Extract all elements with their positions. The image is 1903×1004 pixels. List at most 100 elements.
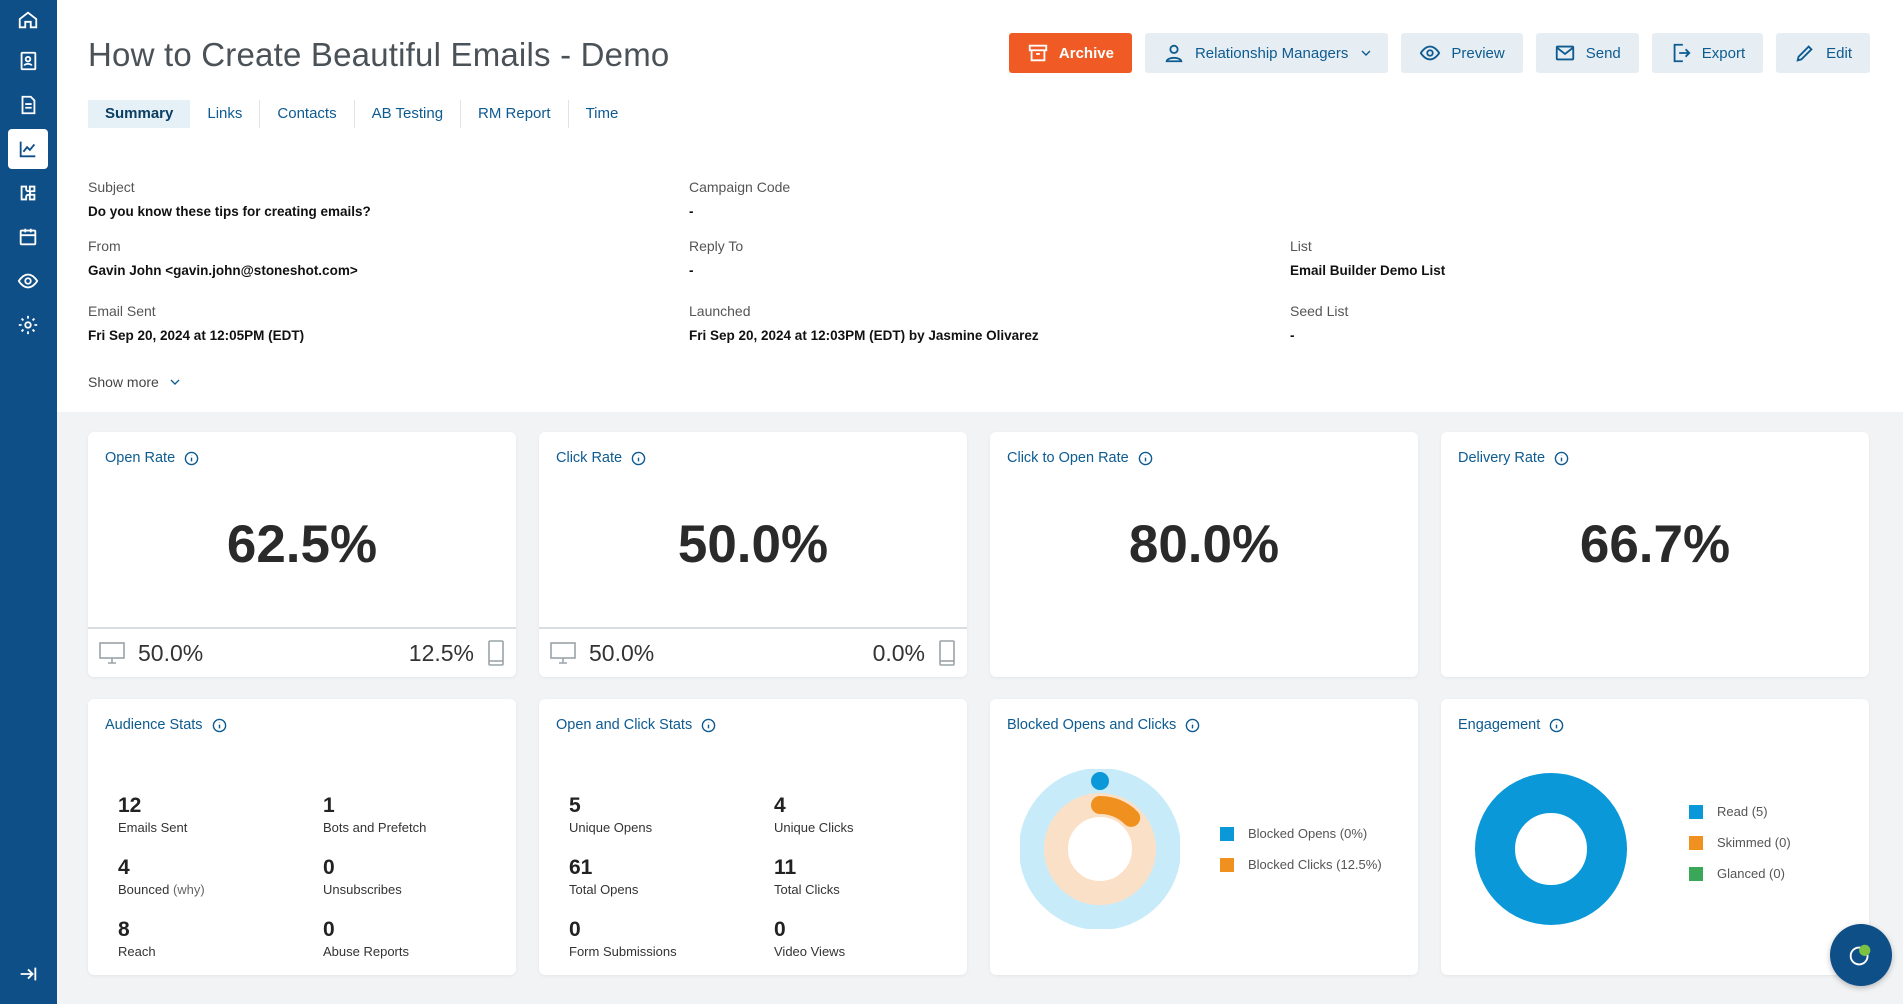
audience-stats-grid: 12 Emails Sent 1 Bots and Prefetch 4 Bounce… [118,794,493,960]
legend-swatch [1689,804,1703,819]
show-more-label: Show more [88,374,159,390]
launched-field: Launched Fri Sep 20, 2024 at 12:03PM (ED… [689,303,1039,343]
stat-total-clicks: 11 Total Clicks [774,857,944,898]
open-rate-card: Open Rate 62.5% 50.0% 12.5% [88,432,516,677]
engagement-title: Engagement [1458,717,1564,733]
info-icon[interactable] [184,451,199,466]
archive-button[interactable]: Archive [1008,33,1132,73]
stat-video-views: 0 Video Views [774,919,944,960]
reply-to-value: - [689,263,694,278]
subject-value: Do you know these tips for creating emai… [88,204,371,219]
analytics-icon[interactable] [8,129,48,169]
audience-stats-title: Audience Stats [105,717,227,733]
blocked-radial-chart [1020,769,1180,929]
legend-item-blocked-clicks: Blocked Clicks (12.5%) [1220,857,1382,872]
archive-button-label: Archive [1058,44,1114,62]
blocked-opens-clicks-card: Blocked Opens and Clicks Blocked Opens (… [990,699,1418,975]
relationship-managers-dropdown[interactable]: Relationship Managers [1144,33,1389,73]
click-rate-title: Click Rate [556,450,646,466]
stat-number: 4 [774,794,786,817]
tab-links[interactable]: Links [190,100,261,128]
stat-label: Reach [118,944,156,959]
stat-bounced: 4 Bounced (why) [118,856,323,898]
eye-icon[interactable] [8,261,48,301]
tab-summary[interactable]: Summary [88,100,191,128]
list-label: List [1290,238,1312,254]
click-to-open-rate-card: Click to Open Rate 80.0% [990,432,1418,677]
stat-number: 1 [323,794,335,817]
export-button[interactable]: Export [1651,33,1764,73]
legend-item-read: Read (5) [1689,804,1791,819]
info-icon[interactable] [1554,451,1569,466]
audience-stats-card: Audience Stats 12 Emails Sent 1 Bots and P… [88,699,516,975]
stat-label: Total Opens [569,882,639,897]
info-icon[interactable] [1549,718,1564,733]
blocked-clicks-arc [1047,796,1153,902]
send-button[interactable]: Send [1535,33,1639,73]
stat-number: 0 [569,918,581,941]
stat-label: Form Submissions [569,944,677,959]
settings-gear-icon[interactable] [8,305,48,345]
show-more-toggle[interactable]: Show more [88,374,183,390]
list-field: List Email Builder Demo List [1290,238,1445,278]
edit-button[interactable]: Edit [1776,33,1870,73]
edit-button-label: Edit [1826,44,1852,62]
archive-icon [1028,44,1048,62]
stat-abuse-reports: 0 Abuse Reports [323,918,493,960]
stat-unsubscribes: 0 Unsubscribes [323,857,493,898]
info-icon[interactable] [631,451,646,466]
info-icon[interactable] [1138,451,1153,466]
collapse-sidebar-icon[interactable] [8,954,48,994]
reply-to-label: Reply To [689,238,744,254]
pencil-icon [1796,45,1813,62]
stat-bots-prefetch: 1 Bots and Prefetch [323,794,493,836]
info-icon[interactable] [212,718,227,733]
audience-stats-title-text: Audience Stats [105,717,203,733]
email-sent-label: Email Sent [88,303,156,319]
click-to-open-title-text: Click to Open Rate [1007,450,1129,466]
seed-list-value: - [1290,328,1295,343]
campaign-code-value: - [689,204,694,219]
relationship-managers-label: Relationship Managers [1194,44,1349,62]
home-icon[interactable] [8,0,48,40]
preview-button[interactable]: Preview [1401,33,1523,73]
tab-contacts[interactable]: Contacts [260,100,355,128]
integrations-icon[interactable] [8,173,48,213]
stat-label: Total Clicks [774,882,840,897]
document-icon[interactable] [8,85,48,125]
open-click-stats-title: Open and Click Stats [556,717,716,733]
tab-time[interactable]: Time [585,105,619,122]
stat-emails-sent: 12 Emails Sent [118,794,323,836]
contacts-icon[interactable] [8,41,48,81]
legend-swatch [1220,857,1234,872]
from-value: Gavin John <gavin.john@stoneshot.com> [88,263,358,278]
preview-button-label: Preview [1451,44,1505,62]
stat-number: 0 [323,918,335,941]
stat-number: 4 [118,856,130,879]
subject-field: Subject Do you know these tips for creat… [88,179,371,219]
open-rate-title: Open Rate [105,450,199,466]
email-sent-field: Email Sent Fri Sep 20, 2024 at 12:05PM (… [88,303,304,343]
tab-rm-report[interactable]: RM Report [461,100,569,128]
bounced-why-link[interactable]: (why) [172,882,205,897]
stat-label: Emails Sent [118,820,188,835]
open-rate-value: 62.5% [226,515,378,574]
campaign-code-field: Campaign Code - [689,179,790,219]
info-icon[interactable] [1185,718,1200,733]
help-chat-button[interactable] [1830,924,1892,986]
stat-number: 12 [118,794,142,817]
click-to-open-title: Click to Open Rate [1007,450,1153,466]
legend-label: Blocked Clicks (12.5%) [1248,857,1382,872]
open-rate-mobile: 12.5% [408,639,474,666]
calendar-icon[interactable] [8,217,48,257]
subject-label: Subject [88,179,135,195]
stat-reach: 8 Reach [118,919,323,960]
from-field: From Gavin John <gavin.john@stoneshot.co… [88,238,358,278]
email-sent-value: Fri Sep 20, 2024 at 12:05PM (EDT) [88,328,305,343]
chat-bubble-icon [1849,944,1871,966]
info-icon[interactable] [701,718,716,733]
tab-ab-testing[interactable]: AB Testing [355,100,462,128]
legend-label: Read (5) [1717,804,1768,819]
campaign-code-label: Campaign Code [689,179,791,195]
desktop-icon [550,642,576,664]
